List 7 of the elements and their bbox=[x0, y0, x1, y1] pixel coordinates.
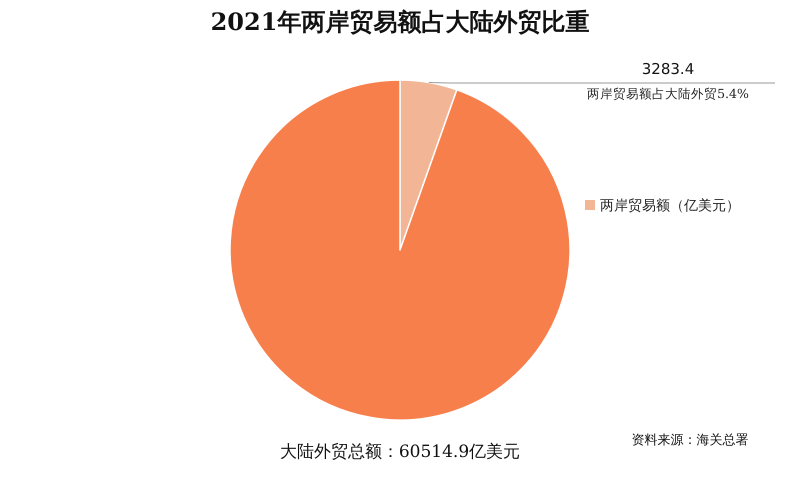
legend-label: 两岸贸易额（亿美元） bbox=[600, 198, 740, 214]
chart-title: 2021年两岸贸易额占大陆外贸比重 bbox=[210, 7, 590, 36]
text: 资料来源：海关总署 bbox=[632, 433, 748, 448]
text: 大陆外贸总额：60514.9亿美元 bbox=[280, 442, 520, 462]
data-label: 3283.4 bbox=[642, 60, 694, 78]
text: 两岸贸易额占大陆外贸5.4% bbox=[587, 86, 749, 101]
pie-slice bbox=[229, 79, 570, 421]
